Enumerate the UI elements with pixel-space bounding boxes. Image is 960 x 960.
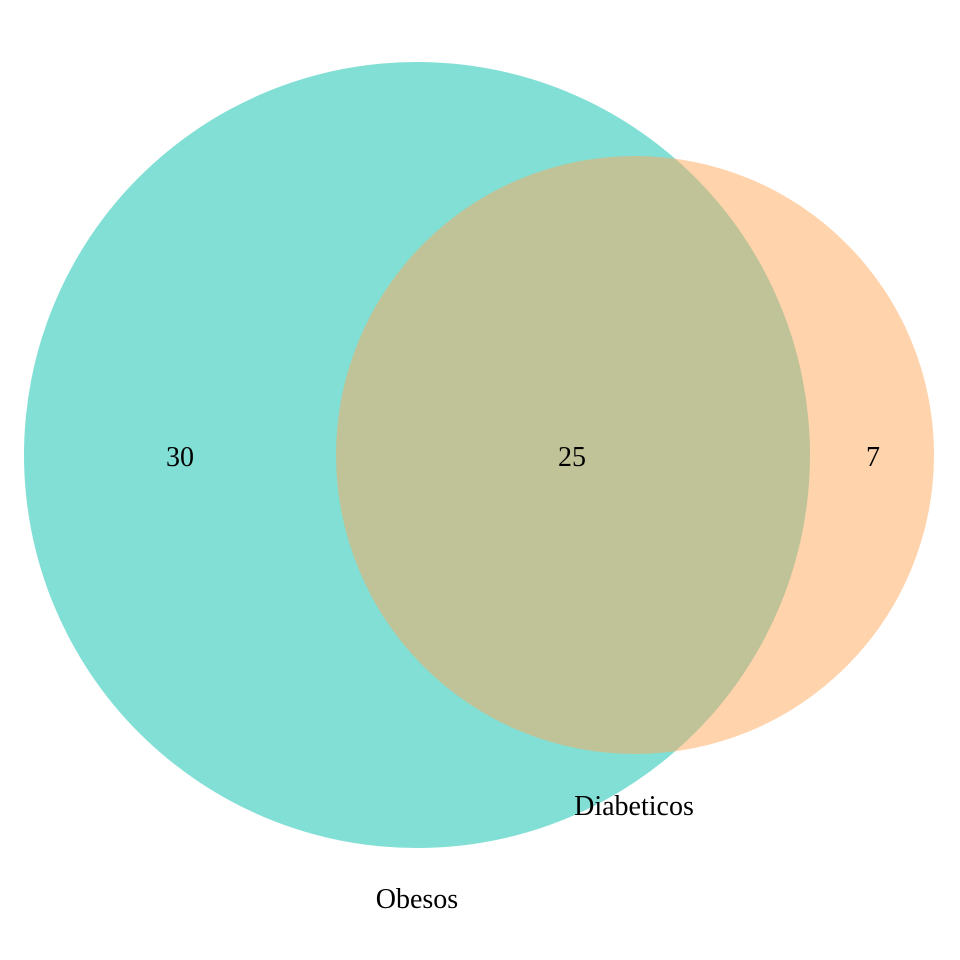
diabeticos-circle <box>336 156 934 754</box>
diabeticos-only-count: 7 <box>866 442 880 473</box>
obesos-only-count: 30 <box>166 442 194 473</box>
intersection-count: 25 <box>558 442 586 473</box>
diabeticos-label: Diabeticos <box>574 791 694 822</box>
obesos-label: Obesos <box>376 884 458 915</box>
